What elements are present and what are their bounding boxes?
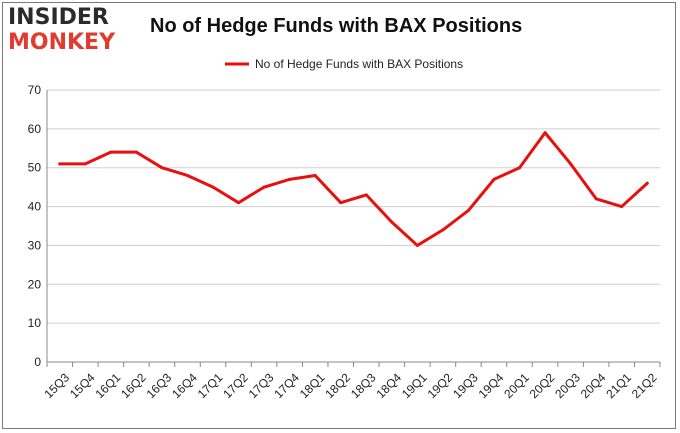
data-point [364,193,368,197]
data-point [185,173,189,177]
legend-label: No of Hedge Funds with BAX Positions [255,57,463,71]
chart-title: No of Hedge Funds with BAX Positions [150,15,523,37]
data-point [594,197,598,201]
x-tick-label: 16Q3 [144,370,175,401]
y-tick-label: 60 [28,122,42,136]
y-tick-label: 70 [28,83,42,97]
data-point [134,150,138,154]
series-line [58,131,649,247]
x-tick-label: 21Q1 [603,370,634,401]
y-tick-label: 40 [28,200,42,214]
x-tick-label: 18Q2 [322,370,353,401]
gridlines [47,89,660,363]
x-tick-label: 20Q3 [552,370,583,401]
data-point [262,185,266,189]
x-tick-label: 19Q4 [476,370,507,401]
series-layer [58,131,649,247]
data-point [211,185,215,189]
data-point [160,166,164,170]
x-tick-label: 16Q2 [118,370,149,401]
logo-line-1: INSIDER [8,5,109,30]
data-point [543,131,547,135]
x-tick-label: 19Q3 [450,370,481,401]
x-tick-label: 21Q2 [629,370,660,401]
data-point [492,177,496,181]
x-tick-label: 15Q4 [67,370,98,401]
data-point [620,205,624,209]
y-tick-label: 50 [28,161,42,175]
data-point [390,220,394,224]
y-tick-label: 10 [28,316,42,330]
x-tick-label: 15Q3 [41,370,72,401]
axes: 01020304050607015Q315Q416Q116Q216Q316Q41… [28,83,661,401]
data-point [313,173,317,177]
x-tick-label: 18Q4 [373,370,404,401]
legend: No of Hedge Funds with BAX Positions [225,57,463,71]
data-point [441,228,445,232]
x-tick-label: 18Q1 [297,370,328,401]
data-point [518,166,522,170]
y-tick-label: 20 [28,277,42,291]
x-tick-label: 20Q4 [578,370,609,401]
chart-frame [2,2,676,429]
x-tick-label: 20Q1 [501,370,532,401]
data-point [339,201,343,205]
data-point [415,243,419,247]
x-tick-label: 20Q2 [527,370,558,401]
y-tick-label: 30 [28,238,42,252]
y-tick-label: 0 [34,355,41,369]
x-tick-label: 17Q4 [271,370,302,401]
x-tick-label: 18Q3 [348,370,379,401]
data-point [288,177,292,181]
logo-line-2: MONKEY [8,30,116,55]
data-point [645,181,649,185]
x-tick-label: 19Q1 [399,370,430,401]
data-point [466,208,470,212]
data-point [83,162,87,166]
data-point [109,150,113,154]
data-point [569,162,573,166]
x-tick-label: 16Q1 [93,370,124,401]
data-point [237,201,241,205]
x-tick-label: 17Q3 [246,370,277,401]
data-point [58,162,62,166]
x-tick-label: 17Q2 [220,370,251,401]
x-tick-label: 17Q1 [195,370,226,401]
x-tick-label: 16Q4 [169,370,200,401]
x-tick-label: 19Q2 [425,370,456,401]
insider-monkey-logo: INSIDER MONKEY [8,7,128,57]
